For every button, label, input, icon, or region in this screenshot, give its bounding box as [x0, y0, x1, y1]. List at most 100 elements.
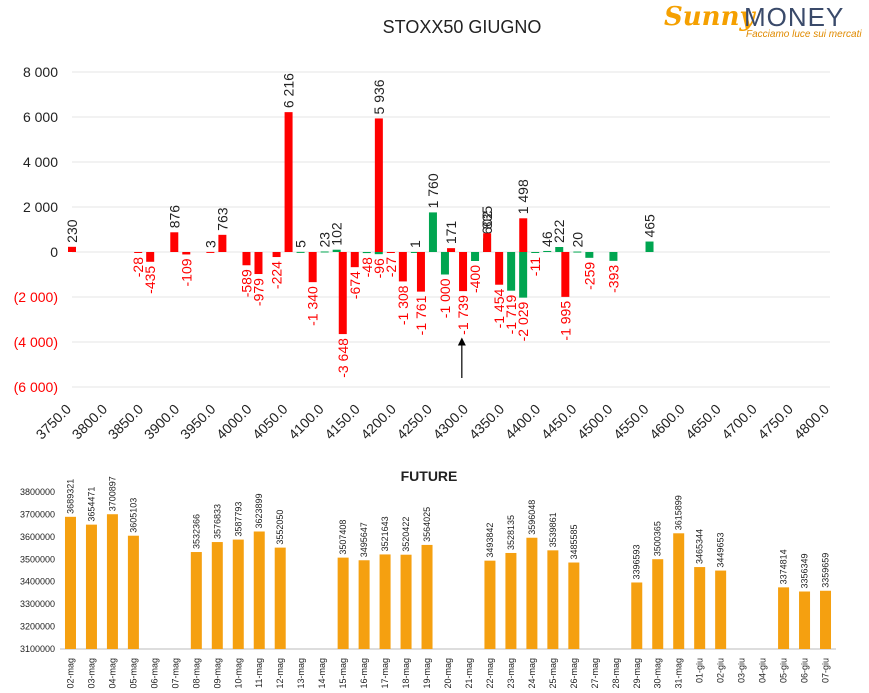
- x-tick-label: 09-mag: [212, 658, 222, 689]
- data-label: 763: [214, 207, 230, 231]
- y-tick-label: 8 000: [23, 64, 58, 80]
- data-label: -400: [467, 265, 483, 293]
- bar: [386, 252, 395, 253]
- bar: [573, 251, 582, 253]
- y-tick-label: 3800000: [20, 487, 55, 497]
- data-label: 1 498: [515, 179, 531, 214]
- bar: [296, 251, 305, 253]
- bar: [447, 248, 456, 252]
- data-label: -48: [359, 257, 375, 277]
- data-label: 465: [642, 214, 658, 238]
- x-tick-label: 04-mag: [107, 658, 117, 689]
- data-label: -1 995: [557, 301, 573, 341]
- data-label: 3520422: [401, 517, 411, 552]
- x-tick-label: 10-mag: [233, 658, 243, 689]
- x-tick-label: 15-mag: [338, 658, 348, 689]
- data-label: -1 308: [395, 285, 411, 325]
- x-tick-label: 4650.0: [682, 401, 724, 443]
- x-tick-label: 25-mag: [548, 658, 558, 689]
- bar: [694, 567, 706, 649]
- bar: [170, 232, 179, 252]
- data-label: -589: [238, 269, 254, 297]
- bar: [483, 233, 492, 252]
- bar: [561, 252, 570, 297]
- bar: [400, 554, 412, 649]
- bar: [410, 251, 419, 253]
- x-tick-label: 4350.0: [466, 401, 508, 443]
- bar: [284, 112, 293, 252]
- x-tick-label: 20-mag: [443, 658, 453, 689]
- data-label: 3605103: [128, 498, 138, 533]
- x-tick-label: 21-mag: [464, 658, 474, 689]
- y-tick-label: 3300000: [20, 599, 55, 609]
- data-label: 3359659: [821, 553, 831, 588]
- data-label: 3587793: [233, 502, 243, 537]
- data-label: 3689321: [65, 479, 75, 514]
- bar: [484, 560, 496, 649]
- bar: [320, 251, 329, 253]
- bar: [820, 590, 832, 649]
- data-label: 222: [551, 219, 567, 243]
- x-tick-label: 29-mag: [632, 658, 642, 689]
- bar: [421, 544, 433, 649]
- x-tick-label: 13-mag: [296, 658, 306, 689]
- x-tick-label: 03-giu: [737, 658, 747, 683]
- bar: [543, 250, 552, 252]
- future-chart: FUTURE 3100000 3200000 3300000 3400000 350000…: [20, 468, 836, 689]
- y-tick-label: 3500000: [20, 554, 55, 564]
- bar: [495, 252, 504, 285]
- bar: [526, 537, 538, 649]
- data-label: -1 719: [503, 294, 519, 334]
- data-label: 3552050: [275, 510, 285, 545]
- bar: [531, 252, 540, 253]
- bar: [374, 118, 383, 252]
- x-tick-label: 11-mag: [254, 658, 264, 688]
- data-label: 3485585: [569, 524, 579, 559]
- x-tick-label: 3800.0: [69, 401, 111, 443]
- data-label: 3493842: [485, 523, 495, 558]
- chart-title: STOXX50 GIUGNO: [383, 17, 542, 37]
- x-tick-label: 3850.0: [105, 401, 147, 443]
- bar: [190, 552, 202, 649]
- x-tick-label: 19-mag: [422, 658, 432, 689]
- bar: [547, 550, 559, 649]
- bar: [398, 252, 407, 282]
- data-label: 3623899: [254, 493, 264, 528]
- options-open-interest-chart: STOXX50 GIUGNO (6 000) (4 000) (2 000) 0 2 00…: [14, 17, 833, 443]
- bar: [631, 582, 643, 649]
- data-label: -1 739: [455, 295, 471, 335]
- data-label: 3700897: [107, 476, 117, 511]
- bar: [673, 533, 685, 649]
- x-tick-label: 4500.0: [574, 401, 616, 443]
- logo-word-money: MONEY: [744, 2, 845, 32]
- data-label: 3: [202, 240, 218, 248]
- bar: [362, 252, 371, 254]
- bar: [85, 524, 97, 649]
- sunny-money-logo: Sunny MONEY Facciamo luce sui mercati: [664, 2, 864, 42]
- x-tick-label: 05-mag: [128, 658, 138, 689]
- bar: [645, 241, 654, 252]
- bar: [778, 587, 790, 649]
- y-tick-label: 3700000: [20, 509, 55, 519]
- data-label: 3356349: [800, 553, 810, 588]
- x-tick-label: 06-mag: [149, 658, 159, 689]
- data-label: -393: [605, 265, 621, 293]
- bar: [799, 591, 811, 649]
- x-tick-label: 4150.0: [321, 401, 363, 443]
- x-tick-label: 06-giu: [800, 658, 810, 683]
- y-tick-label: 6 000: [23, 109, 58, 125]
- y-tick-label: 2 000: [23, 199, 58, 215]
- bar: [232, 539, 244, 649]
- x-tick-label: 07-mag: [170, 658, 180, 689]
- data-label: 3465344: [695, 529, 705, 564]
- data-label: -1 761: [413, 295, 429, 335]
- x-tick-label: 27-mag: [590, 658, 600, 689]
- data-label: 3507408: [338, 520, 348, 555]
- x-tick-label: 02-giu: [716, 658, 726, 683]
- data-label: -3 648: [335, 338, 351, 378]
- annotation-arrow-head: [457, 337, 466, 346]
- logo-tagline: Facciamo luce sui mercati: [746, 29, 862, 40]
- data-label: 3449653: [716, 533, 726, 568]
- chart-title: FUTURE: [401, 468, 458, 484]
- data-label: 5 936: [371, 79, 387, 114]
